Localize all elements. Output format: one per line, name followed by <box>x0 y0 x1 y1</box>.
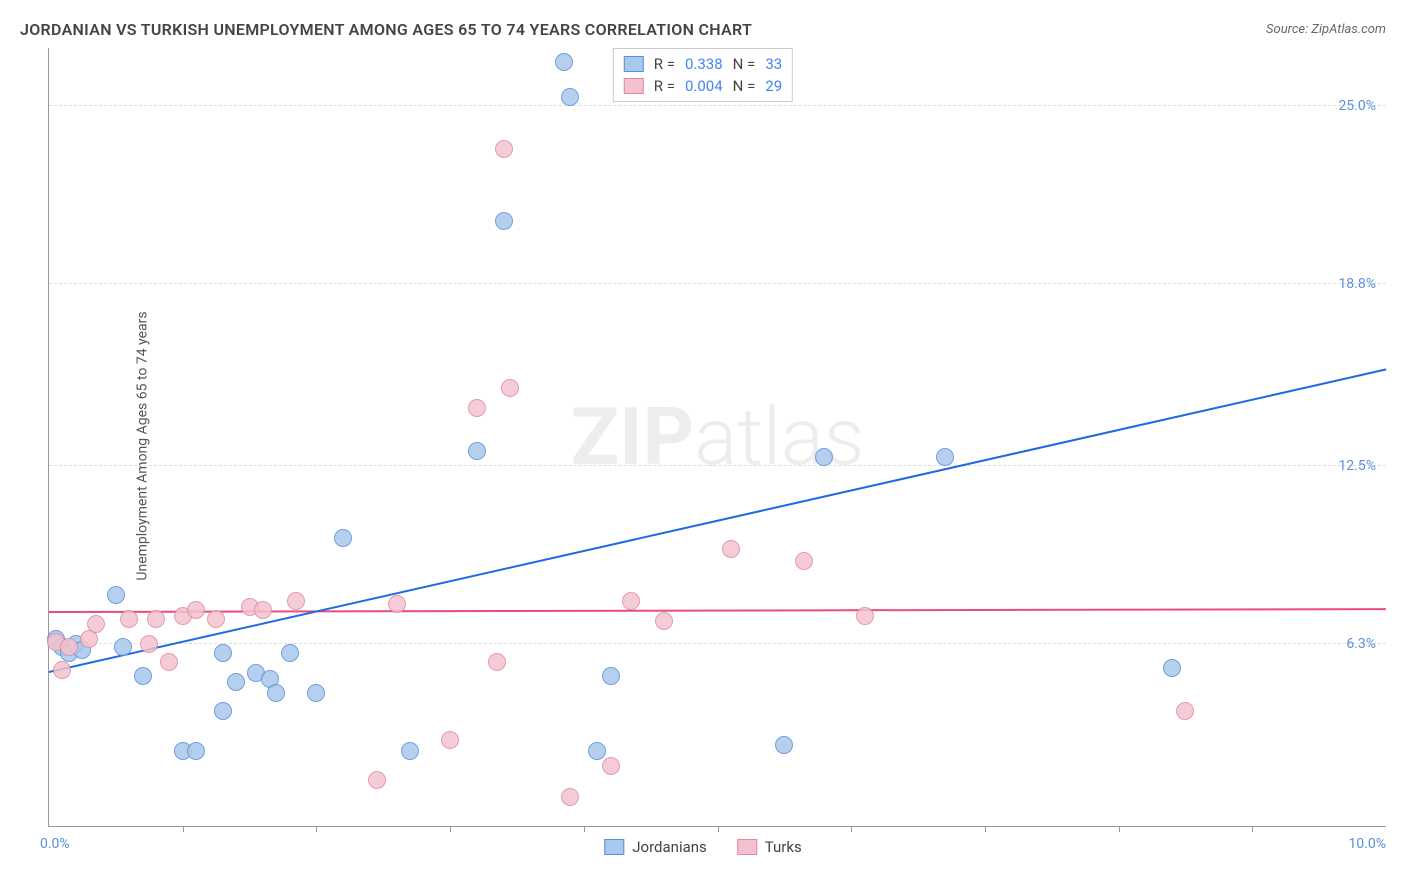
source-label: Source: ZipAtlas.com <box>1266 22 1386 37</box>
legend-series-label: Jordanians <box>632 838 707 856</box>
data-point <box>227 673 245 691</box>
data-point <box>214 702 232 720</box>
data-point <box>441 731 459 749</box>
legend-series-item: Turks <box>737 838 802 856</box>
data-point <box>1176 702 1194 720</box>
legend-swatch <box>624 56 644 72</box>
legend-swatch <box>624 78 644 94</box>
data-point <box>307 684 325 702</box>
data-point <box>107 586 125 604</box>
legend-n-value: 29 <box>765 77 782 95</box>
legend-n-label: N = <box>733 55 756 73</box>
x-tick <box>450 826 451 832</box>
x-tick <box>316 826 317 832</box>
data-point <box>655 612 673 630</box>
data-point <box>468 442 486 460</box>
legend-series-label: Turks <box>765 838 802 856</box>
gridline <box>49 105 1386 106</box>
data-point <box>388 595 406 613</box>
watermark-light: atlas <box>694 390 864 484</box>
data-point <box>775 736 793 754</box>
data-point <box>588 742 606 760</box>
data-point <box>495 140 513 158</box>
data-point <box>60 638 78 656</box>
gridline <box>49 465 1386 466</box>
legend-series-item: Jordanians <box>604 838 707 856</box>
gridline <box>49 643 1386 644</box>
data-point <box>561 788 579 806</box>
legend-r-value: 0.338 <box>685 55 723 73</box>
data-point <box>602 757 620 775</box>
data-point <box>495 212 513 230</box>
legend-swatch <box>604 839 624 855</box>
data-point <box>287 592 305 610</box>
x-axis-min-label: 0.0% <box>40 836 70 852</box>
gridline <box>49 283 1386 284</box>
legend-r-label: R = <box>654 77 675 95</box>
legend-swatch <box>737 839 757 855</box>
data-point <box>795 552 813 570</box>
data-point <box>134 667 152 685</box>
x-tick <box>1119 826 1120 832</box>
trendline <box>49 369 1386 674</box>
data-point <box>1163 659 1181 677</box>
y-tick-label: 25.0% <box>1338 98 1376 114</box>
x-tick <box>1252 826 1253 832</box>
x-tick <box>183 826 184 832</box>
legend-stat-row: R = 0.004 N = 29 <box>624 75 782 97</box>
watermark-bold: ZIP <box>571 390 695 484</box>
y-tick-label: 18.8% <box>1338 276 1376 292</box>
data-point <box>207 610 225 628</box>
legend-r-value: 0.004 <box>685 77 723 95</box>
data-point <box>187 742 205 760</box>
legend-r-label: R = <box>654 55 675 73</box>
plot-area: ZIPatlas 6.3% 12.5% 18.8% 25.0% <box>48 48 1386 827</box>
data-point <box>555 53 573 71</box>
x-axis-max-label: 10.0% <box>1348 836 1386 852</box>
data-point <box>856 607 874 625</box>
legend-n-value: 33 <box>765 55 782 73</box>
chart-header: JORDANIAN VS TURKISH UNEMPLOYMENT AMONG … <box>20 20 1386 39</box>
data-point <box>120 610 138 628</box>
data-point <box>53 661 71 679</box>
data-point <box>267 684 285 702</box>
data-point <box>114 638 132 656</box>
legend-n-label: N = <box>733 77 756 95</box>
series-legend: Jordanians Turks <box>604 838 801 856</box>
correlation-legend: R = 0.338 N = 33 R = 0.004 N = 29 <box>613 48 793 102</box>
x-tick <box>584 826 585 832</box>
data-point <box>160 653 178 671</box>
data-point <box>722 540 740 558</box>
data-point <box>501 379 519 397</box>
data-point <box>401 742 419 760</box>
x-tick <box>851 826 852 832</box>
chart-title: JORDANIAN VS TURKISH UNEMPLOYMENT AMONG … <box>20 20 752 39</box>
x-tick <box>718 826 719 832</box>
data-point <box>368 771 386 789</box>
data-point <box>254 601 272 619</box>
data-point <box>87 615 105 633</box>
data-point <box>187 601 205 619</box>
data-point <box>815 448 833 466</box>
data-point <box>488 653 506 671</box>
legend-stat-row: R = 0.338 N = 33 <box>624 53 782 75</box>
data-point <box>936 448 954 466</box>
data-point <box>281 644 299 662</box>
y-tick-label: 12.5% <box>1338 458 1376 474</box>
y-tick-label: 6.3% <box>1346 636 1376 652</box>
data-point <box>147 610 165 628</box>
data-point <box>214 644 232 662</box>
data-point <box>468 399 486 417</box>
data-point <box>334 529 352 547</box>
data-point <box>140 635 158 653</box>
data-point <box>602 667 620 685</box>
x-tick <box>985 826 986 832</box>
watermark: ZIPatlas <box>571 390 865 484</box>
data-point <box>561 88 579 106</box>
data-point <box>622 592 640 610</box>
